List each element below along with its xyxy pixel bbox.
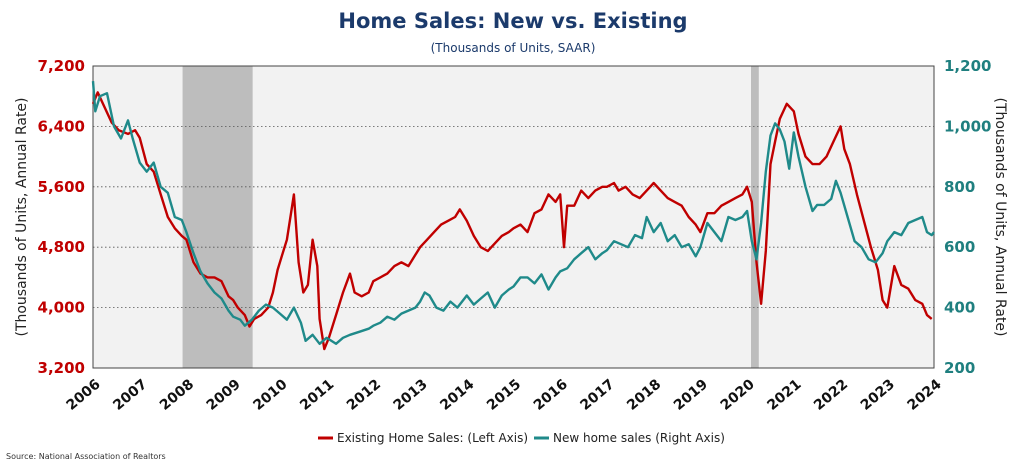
x-axis-tick-label: 2023 (858, 376, 898, 413)
recession-band-1 (750, 66, 759, 368)
x-axis-tick-label: 2009 (204, 376, 244, 413)
right-axis-tick-label: 1,200 (944, 57, 991, 75)
series-line-new-home-sales (91, 81, 935, 345)
left-axis-ticks: 7,200 6,400 5,600 4,800 4,000 3,200 (38, 57, 85, 377)
left-axis-tick-label: 7,200 (38, 57, 85, 75)
recession-shading (182, 66, 759, 368)
left-axis-tick-label: 4,800 (38, 238, 85, 256)
x-axis-tick-label: 2013 (391, 376, 431, 413)
left-axis-tick-label: 3,200 (38, 359, 85, 377)
right-axis-tick-label: 1,000 (944, 117, 991, 135)
left-axis-tick-label: 6,400 (38, 117, 85, 135)
right-axis-tick-label: 800 (944, 178, 975, 196)
x-axis-ticks: 2006 2007 2008 2009 2010 2011 2012 2013 2014 2015… (64, 376, 945, 413)
series-lines (91, 81, 935, 351)
x-axis-tick-label: 2021 (764, 376, 804, 413)
x-axis-tick-label: 2017 (577, 376, 617, 413)
x-axis-tick-label: 2019 (671, 376, 711, 413)
chart-subtitle: (Thousands of Units, SAAR) (431, 41, 596, 55)
series-line-existing-home-sales (91, 91, 933, 351)
x-axis-tick-label: 2015 (484, 376, 524, 413)
x-axis-tick-label: 2018 (624, 376, 664, 413)
legend-label-existing: Existing Home Sales: (Left Axis) (337, 431, 528, 445)
left-axis-title: (Thousands of Units, Annual Rate) (14, 97, 30, 336)
x-axis-tick-label: 2022 (811, 376, 851, 413)
x-axis-tick-label: 2006 (64, 376, 104, 413)
right-axis-ticks: 1,200 1,000 800 600 400 200 (944, 57, 991, 377)
recession-band-0 (182, 66, 253, 368)
legend: Existing Home Sales: (Left Axis) New hom… (318, 431, 725, 445)
plot-border (92, 65, 935, 369)
legend-label-new: New home sales (Right Axis) (553, 431, 725, 445)
left-axis-tick-label: 4,000 (38, 299, 85, 317)
x-axis-tick-label: 2020 (718, 376, 758, 413)
x-axis-tick-label: 2011 (297, 376, 337, 413)
right-axis-tick-label: 600 (944, 238, 975, 256)
gridlines (93, 126, 934, 309)
x-axis-tick-label: 2014 (437, 376, 477, 413)
x-axis-tick-label: 2007 (110, 376, 150, 413)
x-axis-tick-label: 2010 (250, 376, 290, 413)
left-axis-tick-label: 5,600 (38, 178, 85, 196)
source-note: Source: National Association of Realtors (6, 452, 166, 461)
x-axis-tick-label: 2024 (905, 376, 945, 413)
x-axis-tick-label: 2012 (344, 376, 384, 413)
chart-title: Home Sales: New vs. Existing (338, 9, 687, 33)
right-axis-title: (Thousands of Units, Annual Rate) (992, 97, 1008, 336)
x-axis-tick-label: 2008 (157, 376, 197, 413)
right-axis-tick-label: 200 (944, 359, 975, 377)
right-axis-tick-label: 400 (944, 299, 975, 317)
x-axis-tick-label: 2016 (531, 376, 571, 413)
